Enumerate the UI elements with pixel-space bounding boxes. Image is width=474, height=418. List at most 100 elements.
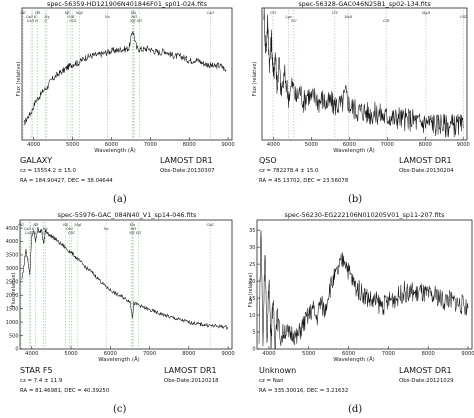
- plot-frame: [19, 219, 233, 350]
- line-label: Lyα: [284, 15, 292, 19]
- x-tick-label: 6000: [104, 351, 117, 357]
- line-label: CaII H: [25, 231, 37, 235]
- x-tick-label: 7000: [144, 142, 157, 148]
- x-tick-label: 7000: [381, 142, 394, 148]
- y-tick-label: 15: [249, 296, 255, 302]
- dr-label: LAMOST DR1: [160, 156, 213, 165]
- x-tick-label: 4000: [27, 142, 40, 148]
- line-label: NV: [290, 19, 297, 23]
- line-label: NII: [129, 227, 136, 231]
- y-tick-label: 3000: [6, 266, 19, 272]
- y-tick-label: 25: [249, 262, 255, 268]
- x-axis-label: Wavelength (Å): [333, 148, 375, 154]
- line-label: SII: [136, 231, 142, 235]
- x-tick-label: 4000: [262, 351, 275, 357]
- line-label: Na: [103, 227, 109, 231]
- cz-label: cz = Nan: [259, 378, 284, 384]
- line-label: MgI: [73, 223, 82, 227]
- cz-label: cz = 782278.4 ± 15.0: [259, 168, 319, 174]
- panel-a: spec-56359-HD121906N401846F01_sp01-024.f…: [0, 0, 237, 209]
- line-label: Hγ: [43, 15, 50, 19]
- class-label: Unknown: [259, 366, 297, 375]
- plot-frame: [256, 219, 473, 350]
- dr-label: LAMOST DR1: [164, 366, 217, 375]
- spectrum-line: [23, 30, 227, 126]
- line-label: Na: [104, 15, 110, 19]
- panel-caption: (b): [348, 194, 363, 205]
- spectrum-line: [258, 230, 469, 350]
- line-label: CaII H: [27, 19, 39, 23]
- chart-title: spec-56230-EG222106N010205V01_sp11-207.f…: [284, 211, 445, 219]
- plot-frame: [21, 7, 233, 141]
- x-tick-label: 4000: [25, 351, 38, 357]
- cz-label: cz = 7.4 ± 11.9: [20, 378, 63, 384]
- line-label: OVI: [270, 11, 277, 15]
- panel-caption: (d): [348, 404, 363, 415]
- obs-date: Obs-Date:20120218: [164, 378, 219, 384]
- x-tick-label: 6000: [342, 351, 355, 357]
- y-tick-label: 30: [249, 245, 255, 251]
- x-tick-label: 7000: [382, 351, 395, 357]
- x-tick-label: 6000: [343, 142, 356, 148]
- line-label: CIV: [332, 11, 339, 15]
- y-tick-label: 0: [252, 347, 255, 353]
- panel-caption: (c): [113, 404, 127, 415]
- line-label: CaII K: [26, 15, 37, 19]
- x-axis-label: Wavelength (Å): [98, 357, 140, 363]
- panel-b: spec-56328-GAC046N25B1_sp02-134.fits Flu…: [237, 0, 474, 209]
- spectrum-line: [263, 7, 464, 138]
- line-label: MgI: [75, 11, 84, 15]
- x-tick-label: 5000: [66, 142, 79, 148]
- spectrum-plot: 4000 5000 6000 7000 8000 9000 0 5 10 15 20 25 30 35: [249, 219, 474, 357]
- chart-title: spec-56328-GAC046N25B1_sp02-134.fits: [298, 0, 431, 8]
- class-label: STAR F5: [20, 366, 53, 375]
- y-tick-label: 35: [249, 228, 255, 234]
- line-label: Hγ: [42, 227, 49, 231]
- line-label: Hα: [130, 11, 137, 15]
- obs-date: Obs-Date:20121029: [399, 378, 454, 384]
- line-label: NII: [129, 19, 136, 23]
- y-tick-label: 500: [9, 333, 19, 339]
- x-tick-label: 5000: [302, 351, 315, 357]
- chart-title: spec-56359-HD121906N401846F01_sp01-024.f…: [47, 0, 207, 8]
- x-tick-label: 9000: [221, 351, 234, 357]
- cz-label: cz = 15554.2 ± 15.0: [20, 168, 76, 174]
- x-tick-label: 6000: [105, 142, 118, 148]
- line-label: OIII: [460, 15, 467, 19]
- spectrum-line: [21, 226, 229, 330]
- line-label: G: [42, 231, 45, 235]
- x-tick-label: 9000: [461, 351, 474, 357]
- panel-c: spec-55976-GAC_084N40_V1_sp14-046.fits F…: [0, 209, 237, 418]
- obs-date: Obs-Date:20130204: [399, 168, 454, 174]
- line-label: OIII: [68, 231, 75, 235]
- y-tick-label: 2000: [6, 293, 19, 299]
- x-tick-label: 8000: [183, 142, 196, 148]
- line-label: Hβ: [62, 223, 68, 227]
- chart-title: spec-55976-GAC_084N40_V1_sp14-046.fits: [57, 211, 197, 219]
- line-label: CaII: [207, 11, 215, 15]
- coords: RA = 184.90427, DEC = 38.04644: [20, 178, 113, 184]
- x-tick-label: 5000: [305, 142, 318, 148]
- y-tick-label: 5: [252, 330, 255, 336]
- x-tick-label: 9000: [222, 142, 235, 148]
- y-tick-label: 1000: [6, 320, 19, 326]
- x-tick-label: 8000: [422, 351, 435, 357]
- line-label: MgII: [421, 11, 431, 15]
- line-label: HeII: [344, 15, 353, 19]
- dr-label: LAMOST DR1: [399, 366, 452, 375]
- panel-caption: (a): [113, 194, 127, 205]
- x-tick-label: 8000: [419, 142, 432, 148]
- line-label: OII: [18, 223, 24, 227]
- line-label: OII: [20, 11, 26, 15]
- line-label: Hα: [129, 223, 136, 227]
- line-label: CaII K: [24, 227, 35, 231]
- coords: RA = 81.46981, DEC = 40.39250: [20, 388, 110, 394]
- x-tick-label: 5000: [64, 351, 77, 357]
- x-tick-label: 8000: [182, 351, 195, 357]
- class-label: GALAXY: [20, 156, 53, 165]
- class-label: QSO: [259, 156, 277, 165]
- coords: RA = 335.30016, DEC = 3.21632: [259, 388, 349, 394]
- panel-d: spec-56230-EG222106N010205V01_sp11-207.f…: [237, 209, 474, 418]
